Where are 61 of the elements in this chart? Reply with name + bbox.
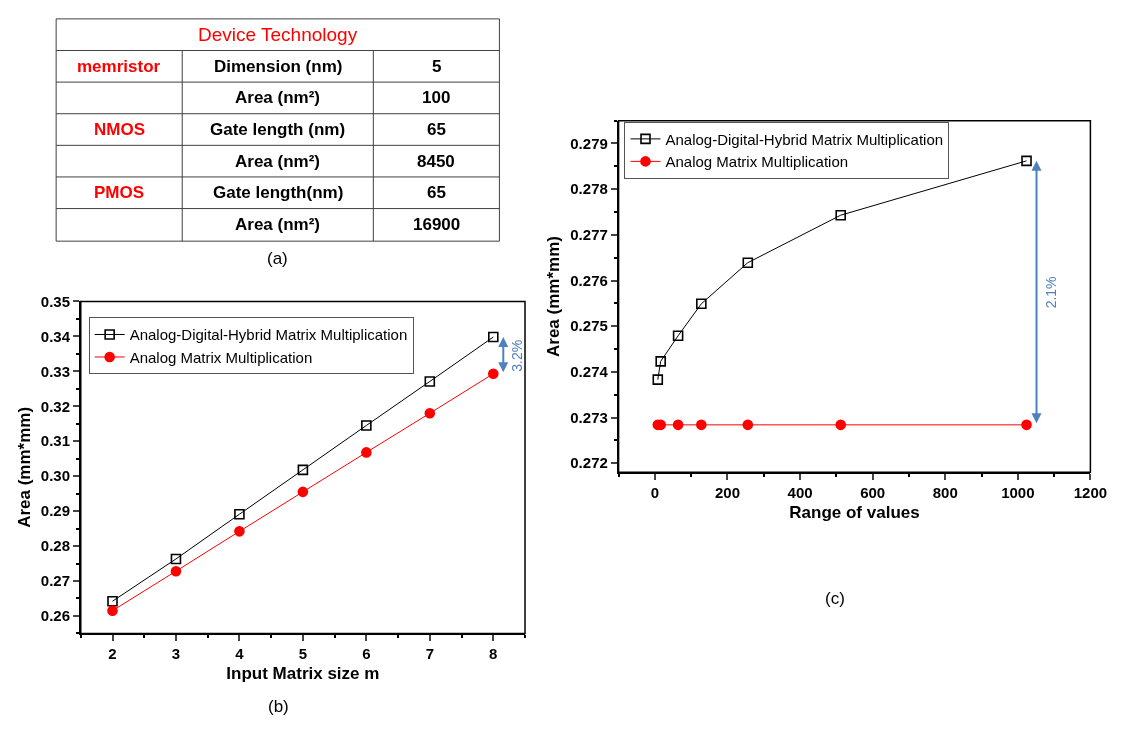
x-tick-label: 1200: [1073, 484, 1108, 502]
text: Dimension (nm): [214, 57, 343, 76]
y-tick-label: 0.28: [40, 537, 71, 555]
y-tick-label: 0.278: [570, 180, 608, 198]
y-tick-label: 0.26: [40, 607, 71, 625]
y-tick-label: 0.27: [40, 572, 71, 590]
text: NMOS: [94, 120, 145, 139]
text: 65: [427, 183, 446, 202]
text: Area (nm²): [235, 88, 321, 107]
y-tick-label: 0.31: [40, 432, 71, 450]
x-tick-label: 0: [650, 484, 660, 502]
annotation: 2.1%: [1042, 276, 1059, 309]
y-tick-label: 0.34: [40, 327, 71, 345]
y-tick-label: 0.32: [40, 397, 71, 415]
y-tick-label: 0.274: [570, 363, 609, 381]
x-tick-label: 3: [171, 645, 181, 663]
x-tick-label: 800: [932, 484, 958, 502]
x-axis-title: Input Matrix size m: [226, 664, 380, 684]
y-tick-label: 0.279: [570, 134, 608, 152]
text: 100: [422, 88, 451, 107]
x-tick-label: 4: [235, 645, 245, 663]
x-tick-label: 8: [489, 645, 498, 663]
y-axis-title: Area (mm*mm): [14, 406, 34, 528]
x-tick-label: 5: [298, 645, 308, 663]
y-tick-label: 0.275: [570, 317, 608, 335]
y-tick-label: 0.35: [40, 292, 71, 310]
text: 16900: [413, 215, 461, 234]
y-tick-label: 0.276: [570, 271, 608, 289]
x-tick-label: 1000: [1001, 484, 1035, 502]
x-tick-label: 7: [425, 645, 434, 663]
x-tick-label: 2: [108, 645, 117, 663]
text: 8450: [417, 152, 455, 171]
y-tick-label: 0.33: [40, 362, 71, 380]
legend-label: Analog Matrix Multiplication: [129, 348, 313, 366]
legend-label: Analog-Digital-Hybrid Matrix Multiplication: [665, 130, 944, 148]
y-tick-label: 0.29: [40, 502, 71, 520]
text: Gate length(nm): [213, 183, 344, 202]
text: (b): [268, 697, 289, 716]
legend-label: Analog-Digital-Hybrid Matrix Multiplication: [129, 326, 408, 344]
y-axis-title: Area (mm*mm): [544, 236, 564, 357]
text: memristor: [77, 57, 161, 76]
y-tick-label: 0.272: [570, 454, 608, 472]
text: 5: [432, 57, 442, 76]
text: Area (nm²): [235, 152, 321, 171]
x-tick-label: 400: [787, 484, 813, 502]
legend-label: Analog Matrix Multiplication: [665, 153, 849, 171]
y-tick-label: 0.273: [570, 408, 608, 426]
y-tick-label: 0.30: [40, 467, 71, 485]
text: 65: [427, 120, 446, 139]
x-tick-label: 200: [714, 484, 740, 502]
x-axis-title: Range of values: [789, 503, 920, 522]
text: (a): [267, 249, 288, 268]
text: Gate length (nm): [210, 120, 346, 139]
x-tick-label: 6: [362, 645, 371, 663]
text: Device Technology: [198, 24, 358, 45]
text: Area (nm²): [235, 215, 321, 234]
text: PMOS: [94, 183, 145, 202]
text: (c): [825, 589, 845, 608]
x-tick-label: 600: [860, 484, 886, 502]
annotation: 3.2%: [508, 339, 525, 372]
y-tick-label: 0.277: [570, 226, 608, 244]
